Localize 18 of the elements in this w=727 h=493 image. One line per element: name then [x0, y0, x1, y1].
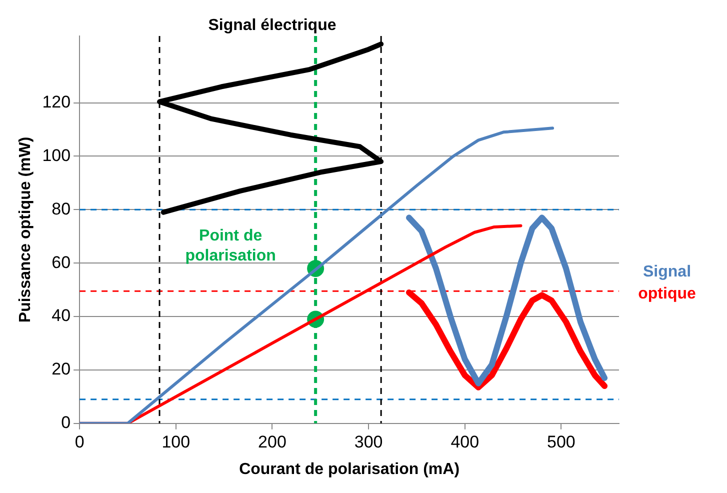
x-tick-label: 500 [547, 432, 576, 452]
y-tick-label: 60 [52, 252, 71, 272]
y-tick-label: 0 [61, 413, 71, 432]
x-tick-label: 400 [450, 432, 480, 452]
text: Signal électrique [208, 17, 336, 34]
y-tick-label: 120 [42, 92, 71, 112]
y-tick-label: 80 [52, 199, 71, 218]
x-tick-label: 100 [162, 432, 190, 452]
annotation: Point de polarisation [185, 227, 276, 264]
y-tick-label: 20 [52, 360, 71, 379]
y-tick-label: 40 [52, 306, 71, 326]
text: Signal optique [638, 263, 696, 302]
y-axis-title: Puissance optique (mW) [17, 136, 34, 323]
x-tick-label: 0 [74, 432, 84, 452]
x-tick-label: 300 [354, 432, 383, 452]
x-tick-label: 200 [258, 432, 286, 452]
y-tick-label: 100 [42, 146, 71, 165]
x-axis-title: Courant de polarisation (mA) [239, 460, 460, 478]
